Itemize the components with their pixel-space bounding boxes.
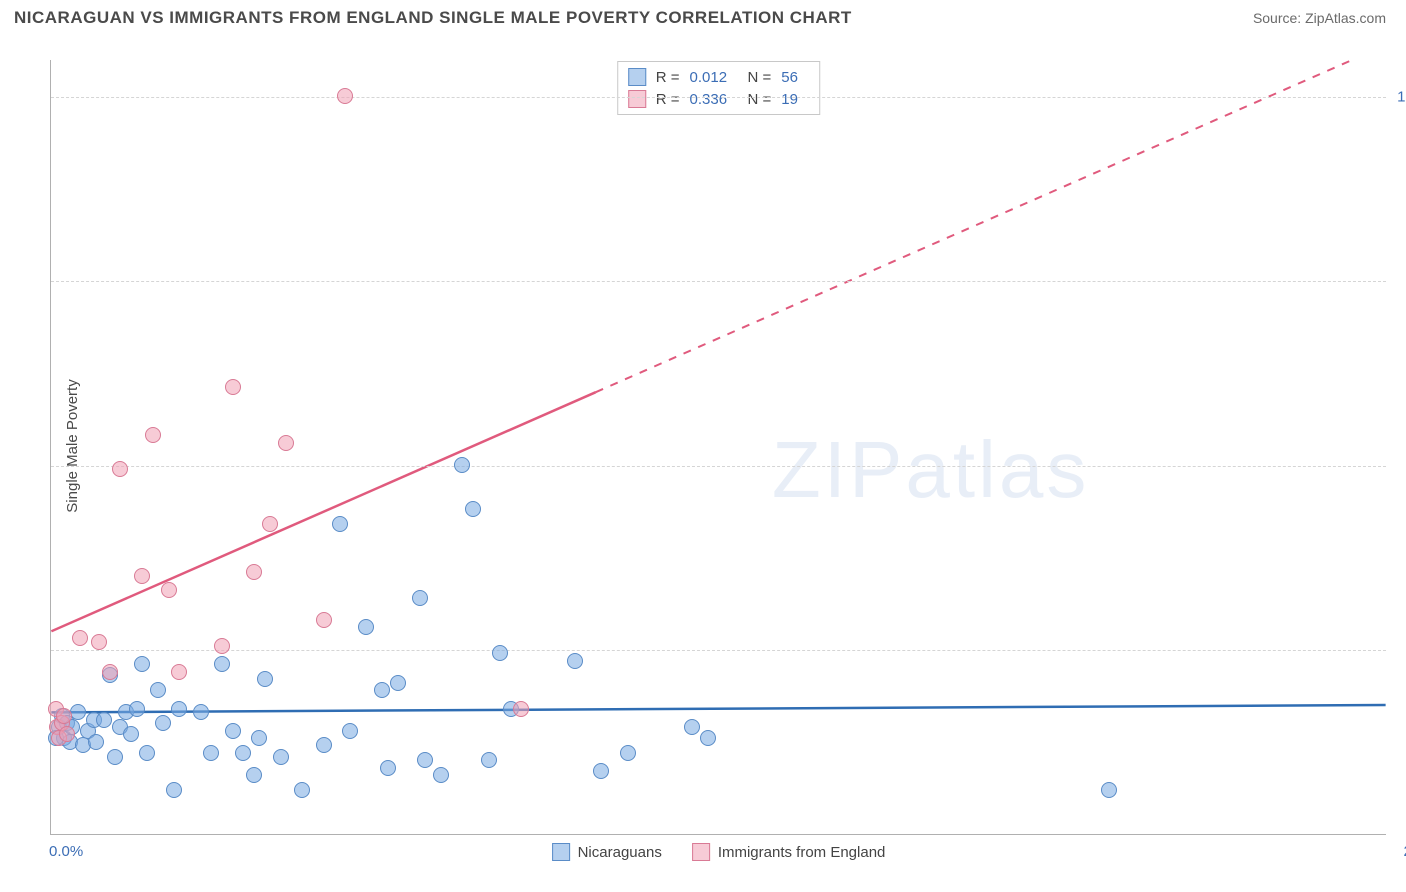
scatter-point xyxy=(72,630,88,646)
scatter-point xyxy=(59,726,75,742)
scatter-point xyxy=(134,656,150,672)
r-label: R = xyxy=(656,91,680,108)
scatter-point xyxy=(342,723,358,739)
chart-source: Source: ZipAtlas.com xyxy=(1253,10,1386,26)
scatter-point xyxy=(465,501,481,517)
scatter-point xyxy=(171,664,187,680)
scatter-point xyxy=(102,664,118,680)
scatter-point xyxy=(294,782,310,798)
legend-item: Nicaraguans xyxy=(552,843,662,861)
scatter-point xyxy=(161,582,177,598)
legend-label: Nicaraguans xyxy=(578,844,662,861)
n-label: N = xyxy=(748,69,772,86)
legend-swatch xyxy=(628,90,646,108)
scatter-point xyxy=(129,701,145,717)
scatter-point xyxy=(214,638,230,654)
r-label: R = xyxy=(656,69,680,86)
scatter-point xyxy=(150,682,166,698)
scatter-point xyxy=(278,435,294,451)
series-legend: Nicaraguans Immigrants from England xyxy=(552,843,886,861)
scatter-point xyxy=(380,760,396,776)
legend-label: Immigrants from England xyxy=(718,844,886,861)
x-tick-label: 0.0% xyxy=(49,843,83,860)
stats-legend-row: R = 0.336 N = 19 xyxy=(628,88,810,110)
legend-swatch xyxy=(692,843,710,861)
chart-header: NICARAGUAN VS IMMIGRANTS FROM ENGLAND SI… xyxy=(0,0,1406,34)
chart-title: NICARAGUAN VS IMMIGRANTS FROM ENGLAND SI… xyxy=(14,8,852,28)
scatter-point xyxy=(700,730,716,746)
gridline xyxy=(51,281,1386,282)
scatter-point xyxy=(107,749,123,765)
scatter-point xyxy=(620,745,636,761)
r-value: 0.336 xyxy=(690,91,738,108)
watermark: ZIPatlas xyxy=(772,424,1089,516)
scatter-point xyxy=(235,745,251,761)
stats-legend-row: R = 0.012 N = 56 xyxy=(628,66,810,88)
scatter-point xyxy=(567,653,583,669)
n-value: 19 xyxy=(781,91,809,108)
legend-item: Immigrants from England xyxy=(692,843,886,861)
chart-plot-area: ZIPatlas R =0.012N =56R =0.336N =19 Nica… xyxy=(50,60,1386,835)
gridline xyxy=(51,650,1386,651)
scatter-point xyxy=(684,719,700,735)
scatter-point xyxy=(513,701,529,717)
scatter-point xyxy=(257,671,273,687)
scatter-point xyxy=(262,516,278,532)
scatter-point xyxy=(251,730,267,746)
scatter-point xyxy=(273,749,289,765)
scatter-point xyxy=(166,782,182,798)
legend-swatch xyxy=(628,68,646,86)
scatter-point xyxy=(316,737,332,753)
scatter-point xyxy=(454,457,470,473)
scatter-point xyxy=(246,767,262,783)
watermark-light: atlas xyxy=(905,425,1089,514)
scatter-point xyxy=(225,379,241,395)
n-value: 56 xyxy=(781,69,809,86)
gridline xyxy=(51,97,1386,98)
scatter-point xyxy=(412,590,428,606)
scatter-point xyxy=(123,726,139,742)
legend-swatch xyxy=(552,843,570,861)
scatter-point xyxy=(139,745,155,761)
scatter-point xyxy=(358,619,374,635)
scatter-point xyxy=(593,763,609,779)
scatter-point xyxy=(332,516,348,532)
scatter-point xyxy=(88,734,104,750)
scatter-point xyxy=(193,704,209,720)
scatter-point xyxy=(433,767,449,783)
trend-lines-svg xyxy=(51,60,1386,834)
trend-line-solid xyxy=(51,392,595,631)
scatter-point xyxy=(417,752,433,768)
scatter-point xyxy=(56,708,72,724)
scatter-point xyxy=(481,752,497,768)
scatter-point xyxy=(1101,782,1117,798)
scatter-point xyxy=(337,88,353,104)
scatter-point xyxy=(374,682,390,698)
scatter-point xyxy=(134,568,150,584)
scatter-point xyxy=(214,656,230,672)
gridline xyxy=(51,466,1386,467)
trend-line-solid xyxy=(51,705,1385,712)
scatter-point xyxy=(492,645,508,661)
scatter-point xyxy=(91,634,107,650)
scatter-point xyxy=(246,564,262,580)
watermark-bold: ZIP xyxy=(772,425,905,514)
y-tick-label: 100.0% xyxy=(1397,88,1406,105)
scatter-point xyxy=(112,461,128,477)
scatter-point xyxy=(225,723,241,739)
scatter-point xyxy=(203,745,219,761)
scatter-point xyxy=(390,675,406,691)
scatter-point xyxy=(145,427,161,443)
scatter-point xyxy=(171,701,187,717)
scatter-point xyxy=(155,715,171,731)
n-label: N = xyxy=(748,91,772,108)
stats-legend-box: R = 0.012 N = 56 R = 0.336 N = 19 xyxy=(617,61,821,115)
scatter-point xyxy=(316,612,332,628)
r-value: 0.012 xyxy=(690,69,738,86)
scatter-point xyxy=(96,712,112,728)
